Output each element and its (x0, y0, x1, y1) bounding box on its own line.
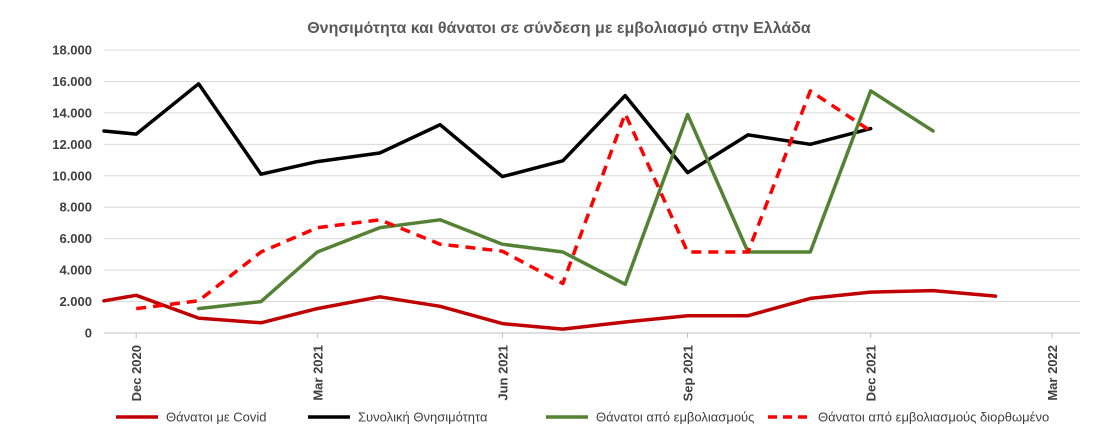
y-tick-label: 4.000 (59, 263, 92, 278)
series-line (135, 89, 872, 311)
y-tick-label: 0 (85, 326, 92, 341)
x-tick-label: Mar 2021 (310, 345, 325, 401)
y-tick-label: 10.000 (52, 168, 92, 183)
chart-title: Θνησιμότητα και θάνατοι σε σύνδεση με εμ… (307, 20, 811, 37)
y-tick-label: 18.000 (52, 43, 92, 58)
x-tick-label: Dec 2020 (129, 345, 144, 401)
series-layer (102, 82, 998, 331)
legend-label: Θάνατοι με Covid (166, 410, 266, 425)
y-tick-label: 12.000 (52, 137, 92, 152)
x-tick-label: Mar 2022 (1045, 345, 1060, 401)
y-tick-label: 8.000 (59, 200, 92, 215)
series-line (196, 89, 935, 311)
grid-layer (104, 49, 1080, 303)
y-tick-label: 14.000 (52, 105, 92, 120)
y-tick-label: 2.000 (59, 294, 92, 309)
y-tick-label: 16.000 (52, 74, 92, 89)
x-tick-label: Sep 2021 (681, 345, 696, 401)
y-tick-label: 6.000 (59, 231, 92, 246)
legend-label: Συνολική Θνησιμότητα (358, 410, 488, 425)
axis-layer: 0 2.000 4.000 6.000 8.000 10.000 12.000 14.000 1… (52, 43, 1080, 401)
series-line (102, 82, 873, 179)
series-line (102, 288, 998, 331)
legend-label: Θάνατοι από εμβολιασμούς διορθωμένο (818, 410, 1049, 425)
x-tick-label: Dec 2021 (864, 345, 879, 401)
x-tick-label: Jun 2021 (495, 345, 510, 401)
legend: Θάνατοι με Covid Συνολική Θνησιμότητα Θάνα… (116, 410, 1049, 425)
legend-label: Θάνατοι από εμβολιασμούς (596, 410, 754, 425)
